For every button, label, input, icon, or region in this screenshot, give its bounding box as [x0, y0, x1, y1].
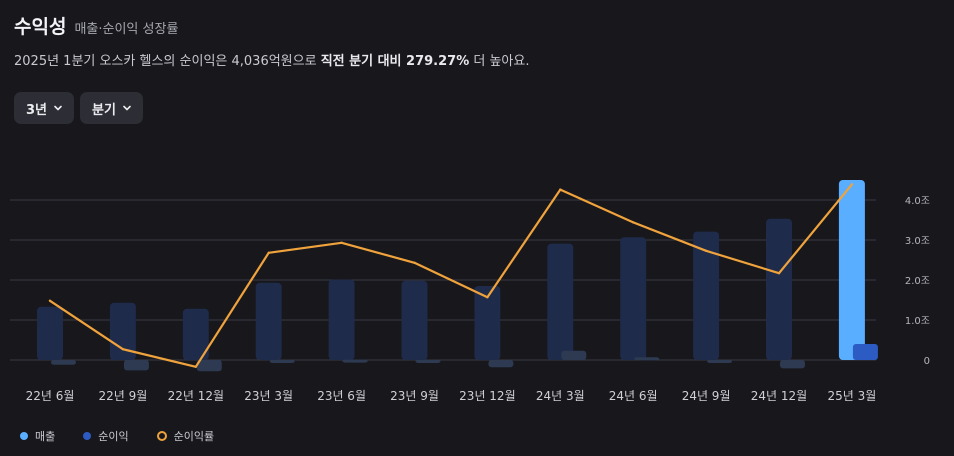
chart-controls: 3년 분기: [14, 92, 143, 124]
summary-text: 2025년 1분기 오스카 헬스의 순이익은 4,036억원으로 직전 분기 대…: [14, 50, 529, 69]
net-margin-point: [704, 249, 708, 252]
x-tick-label: 24년 12월: [751, 389, 807, 403]
revenue-bar: [255, 282, 282, 360]
net-margin-point: [48, 299, 52, 302]
y-tick-label: 4.0조: [905, 196, 930, 207]
net-margin-point: [121, 348, 125, 351]
net-income-bar: [852, 344, 878, 360]
y-tick-label: 1.0조: [905, 316, 930, 327]
profitability-chart: 0 1.0조 2.0조 3.0조 4.0조 22년 6월 22년 9월 22년 12월 23년 …: [10, 180, 930, 403]
net-income-bar: [342, 359, 368, 363]
legend-label-net-margin: 순이익률: [173, 430, 215, 443]
net-income-bar: [51, 360, 76, 365]
y-tick-label: 2.0조: [905, 276, 930, 287]
net-income-bar: [780, 360, 805, 369]
summary-highlight: 직전 분기 대비 279.27%: [320, 54, 470, 69]
page-title: 수익성: [14, 16, 67, 38]
chevron-down-icon: [54, 105, 62, 111]
chevron-down-icon: [123, 105, 131, 111]
net-income-bar: [634, 357, 660, 361]
x-tick-label: 25년 3월: [827, 389, 876, 403]
interval-dropdown[interactable]: 분기: [80, 92, 143, 124]
summary-suffix: 더 높아요.: [469, 54, 530, 69]
x-tick-label: 22년 6월: [26, 389, 75, 403]
page-subtitle: 매출·순이익 성장률: [74, 22, 179, 37]
net-margin-line: [48, 183, 854, 368]
revenue-bar: [401, 280, 428, 360]
revenue-bar: [766, 218, 792, 360]
net-margin-point: [340, 241, 343, 244]
legend-item-net-margin[interactable]: 순이익률: [156, 428, 215, 444]
x-tick-label: 23년 12월: [459, 389, 515, 403]
legend-item-net-income[interactable]: 순이익: [83, 428, 129, 444]
x-tick-label: 24년 9월: [682, 389, 731, 403]
x-tick-label: 22년 9월: [98, 389, 147, 403]
x-tick-label: 23년 6월: [317, 389, 366, 403]
net-income-bar: [488, 360, 514, 368]
legend-label-net-income: 순이익: [98, 430, 129, 443]
x-tick-label: 22년 12월: [168, 389, 224, 403]
chart-legend: 매출 순이익 순이익률: [20, 428, 214, 444]
net-margin-point: [559, 188, 562, 191]
revenue-bar: [620, 237, 647, 360]
y-tick-label: 3.0조: [905, 236, 930, 247]
summary-prefix: 2025년 1분기 오스카 헬스의 순이익은 4,036억원으로: [14, 54, 321, 69]
net-margin-point: [413, 261, 416, 264]
net-income-bar: [196, 360, 222, 372]
revenue-bar: [474, 286, 501, 360]
net-income-bar: [707, 360, 733, 363]
net-margin-point: [194, 365, 197, 368]
net-income-bar: [123, 360, 149, 371]
x-tick-label: 23년 9월: [390, 389, 439, 403]
revenue-bar: [328, 279, 355, 360]
legend-item-revenue[interactable]: 매출: [20, 428, 55, 444]
net-margin-point: [267, 251, 270, 254]
net-margin-point: [632, 221, 635, 224]
net-income-bar: [415, 360, 441, 363]
net-margin-legend-ring: [156, 431, 167, 441]
revenue-bar: [838, 180, 865, 360]
net-income-bar: [269, 360, 295, 363]
interval-label: 분기: [92, 102, 116, 118]
revenue-legend-dot: [20, 432, 28, 440]
net-margin-point: [486, 296, 489, 299]
net-income-legend-dot: [83, 432, 92, 440]
net-income-bar: [561, 350, 587, 360]
legend-label-revenue: 매출: [35, 430, 56, 443]
revenue-bar: [182, 308, 209, 360]
revenue-bar: [37, 306, 63, 360]
revenue-bar: [693, 231, 720, 360]
net-margin-point: [777, 272, 781, 275]
revenue-bar: [547, 243, 574, 360]
x-tick-label: 23년 3월: [244, 389, 293, 403]
y-tick-label: 0: [924, 356, 930, 367]
period-dropdown[interactable]: 3년: [14, 92, 75, 124]
x-tick-label: 24년 6월: [609, 389, 658, 403]
x-tick-label: 24년 3월: [536, 389, 585, 403]
net-margin-point: [850, 183, 854, 186]
header: 수익성 매출·순이익 성장률: [14, 12, 178, 39]
period-label: 3년: [26, 102, 48, 118]
